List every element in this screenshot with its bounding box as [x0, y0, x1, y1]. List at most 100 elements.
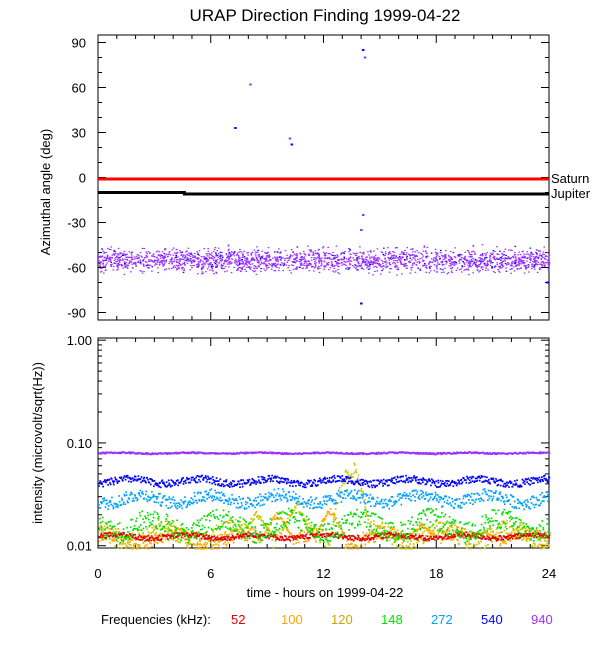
intensity-point	[109, 541, 112, 544]
azimuth-point	[462, 261, 464, 263]
intensity-point	[247, 525, 249, 527]
azimuth-point	[148, 267, 150, 269]
intensity-point	[225, 535, 228, 538]
azimuth-point	[163, 264, 165, 266]
intensity-point	[537, 532, 539, 534]
azimuth-point	[530, 263, 533, 265]
azimuth-point	[304, 264, 306, 267]
azimuth-point	[367, 266, 370, 268]
azimuth-point	[245, 260, 247, 262]
intensity-point	[356, 533, 359, 536]
intensity-point	[98, 529, 101, 532]
azimuth-point	[315, 257, 318, 259]
azimuth-point	[355, 264, 357, 266]
intensity-point	[452, 536, 454, 539]
intensity-point	[400, 536, 403, 539]
azimuth-point	[414, 258, 416, 260]
intensity-point	[170, 538, 173, 541]
intensity-point	[201, 533, 203, 536]
intensity-point	[220, 520, 223, 522]
intensity-point	[161, 541, 164, 544]
intensity-point	[372, 532, 375, 535]
intensity-point	[529, 535, 532, 537]
intensity-point	[372, 536, 375, 539]
azimuth-point	[128, 262, 131, 264]
intensity-point	[370, 533, 373, 536]
intensity-point	[325, 514, 328, 517]
intensity-point	[359, 489, 362, 492]
intensity-point	[128, 543, 131, 546]
azimuth-point	[183, 268, 186, 270]
intensity-point	[150, 539, 153, 542]
intensity-point	[452, 533, 455, 536]
azimuth-point	[207, 248, 209, 250]
azimuth-point	[170, 261, 172, 263]
azimuth-point	[337, 268, 339, 271]
intensity-point	[411, 535, 414, 538]
intensity-point	[148, 524, 151, 527]
azimuth-point	[533, 265, 536, 267]
azimuth-point	[436, 259, 439, 261]
azimuth-point	[436, 260, 439, 262]
azimuth-point	[246, 258, 248, 260]
intensity-point	[326, 512, 329, 515]
azimuth-point	[413, 263, 416, 265]
intensity-point	[486, 535, 489, 538]
azimuth-point	[214, 246, 217, 249]
intensity-point	[447, 535, 450, 538]
azimuth-point	[531, 253, 533, 255]
azimuth-point	[115, 256, 118, 258]
intensity-point	[440, 532, 443, 534]
azimuth-point	[449, 262, 452, 265]
azimuth-point	[294, 259, 297, 261]
azimuth-point	[394, 263, 396, 265]
intensity-point	[178, 541, 181, 544]
intensity-point	[209, 512, 212, 514]
azimuth-point	[228, 262, 231, 264]
azimuth-point	[388, 257, 390, 259]
intensity-point	[444, 533, 447, 536]
intensity-point	[179, 534, 181, 536]
intensity-point	[405, 548, 408, 550]
azimuth-point	[279, 264, 282, 266]
azimuth-point	[336, 254, 338, 256]
intensity-point	[385, 536, 387, 539]
intensity-point	[131, 532, 134, 534]
azimuth-point	[189, 253, 191, 255]
azimuth-point	[130, 256, 133, 258]
azimuth-point	[118, 264, 120, 266]
intensity-point	[433, 532, 435, 535]
intensity-point	[268, 534, 270, 536]
azimuth-point	[408, 254, 411, 256]
azimuth-point	[225, 253, 228, 255]
azimuth-point	[266, 266, 268, 268]
intensity-point	[357, 548, 359, 550]
intensity-point	[520, 533, 522, 536]
azimuth-point	[425, 271, 428, 273]
intensity-point	[221, 533, 223, 536]
azimuth-point	[128, 251, 131, 253]
azimuth-point	[142, 258, 145, 260]
intensity-point	[196, 543, 199, 545]
intensity-point	[231, 519, 233, 522]
azimuth-point	[493, 266, 496, 268]
intensity-point	[379, 517, 382, 519]
azimuth-point	[231, 251, 233, 253]
intensity-point	[160, 535, 163, 538]
azimuth-point	[122, 267, 125, 269]
azimuth-point	[543, 253, 546, 256]
intensity-point	[384, 533, 387, 535]
azimuth-point	[248, 262, 251, 264]
azimuth-point	[202, 265, 205, 267]
azimuth-point	[383, 247, 385, 249]
azimuth-point	[183, 261, 186, 263]
intensity-point	[450, 537, 453, 539]
azimuth-point	[233, 252, 236, 254]
intensity-point	[251, 526, 253, 528]
intensity-point	[129, 544, 132, 546]
intensity-point	[254, 513, 256, 516]
azimuth-point	[100, 261, 103, 263]
intensity-point	[534, 534, 536, 536]
azimuth-point	[523, 272, 526, 274]
intensity-point	[418, 525, 421, 527]
